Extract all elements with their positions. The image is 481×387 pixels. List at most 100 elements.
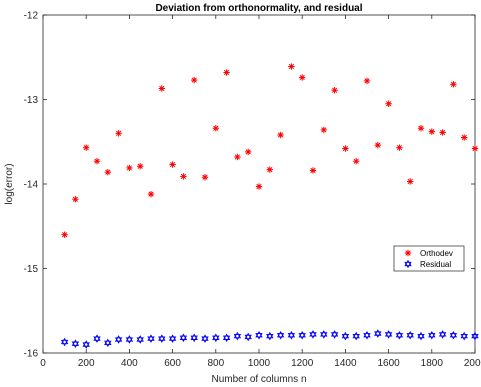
data-point	[471, 331, 479, 341]
data-point	[309, 167, 317, 174]
series-layer	[60, 63, 479, 349]
data-point	[266, 331, 274, 341]
data-point	[83, 144, 90, 151]
data-point	[61, 231, 68, 238]
x-axis: 0 200 400 600 800 1000 1200 1400 1600 1800 2000	[40, 15, 481, 369]
data-point	[201, 334, 209, 343]
data-point	[342, 145, 349, 152]
y-tick-label: -16	[24, 349, 39, 360]
data-point	[471, 145, 479, 152]
data-point	[104, 168, 111, 176]
data-point	[71, 339, 80, 349]
data-point	[233, 331, 242, 341]
data-point	[287, 330, 296, 340]
data-point	[363, 330, 371, 340]
data-point	[406, 330, 414, 340]
data-point	[179, 333, 188, 343]
x-tick-label: 1400	[334, 358, 357, 369]
data-point	[114, 335, 123, 344]
data-point	[158, 85, 165, 92]
data-point	[190, 333, 198, 343]
data-point	[93, 157, 101, 165]
data-point	[212, 333, 220, 343]
legend-label-orthodev: Orthodev	[420, 249, 453, 258]
x-tick-label: 0	[40, 358, 46, 369]
data-point	[331, 87, 338, 94]
data-point	[396, 144, 403, 151]
data-point	[276, 330, 285, 340]
legend-label-residual: Residual	[420, 260, 451, 269]
x-tick-label: 1800	[421, 358, 444, 369]
series-residual	[60, 329, 479, 349]
data-point	[60, 337, 69, 347]
data-point	[299, 74, 306, 81]
data-point	[104, 338, 112, 348]
data-point	[137, 163, 144, 170]
y-axis-label: log(error)	[4, 163, 15, 204]
data-point	[255, 183, 263, 190]
data-point	[115, 130, 122, 137]
data-point	[417, 125, 425, 132]
data-point	[395, 330, 404, 340]
y-tick-label: -12	[24, 11, 39, 22]
data-point	[158, 334, 166, 343]
data-point	[180, 173, 187, 180]
data-point	[222, 333, 231, 343]
legend-box	[393, 245, 465, 272]
data-point	[384, 330, 393, 339]
x-tick-label: 400	[121, 358, 138, 369]
legend: Orthodev Residual	[393, 245, 465, 272]
data-point	[374, 329, 382, 338]
x-axis-label: Number of columns n	[211, 374, 306, 385]
data-point	[298, 330, 306, 340]
data-point	[93, 334, 101, 343]
x-tick-label: 800	[207, 358, 224, 369]
data-point	[352, 331, 360, 341]
data-point	[147, 334, 155, 343]
data-point	[234, 153, 241, 161]
data-point	[255, 330, 263, 340]
x-tick-label: 1200	[291, 358, 314, 369]
data-point	[450, 81, 457, 88]
data-point	[266, 166, 273, 173]
data-point	[169, 161, 176, 168]
data-point	[147, 190, 155, 198]
data-point	[191, 76, 198, 84]
data-point	[385, 100, 392, 107]
data-point	[82, 340, 90, 349]
data-point	[449, 330, 458, 340]
data-point	[244, 332, 252, 342]
x-tick-label: 1000	[248, 358, 271, 369]
legend-marker-orthodev	[404, 249, 412, 257]
data-point	[168, 334, 177, 343]
data-point	[330, 330, 339, 339]
data-point	[136, 335, 144, 344]
x-tick-label: 2000	[464, 358, 481, 369]
data-point	[374, 141, 381, 149]
data-point	[428, 128, 435, 135]
data-point	[201, 174, 209, 181]
data-point	[245, 148, 252, 156]
data-point	[125, 335, 134, 344]
y-tick-label: -15	[24, 264, 39, 275]
data-point	[438, 330, 447, 339]
data-point	[439, 129, 446, 136]
data-point	[320, 330, 328, 339]
data-point	[460, 331, 468, 341]
series-orthodev	[61, 63, 479, 238]
data-point	[309, 330, 317, 339]
data-point	[212, 125, 219, 132]
data-point	[407, 178, 414, 185]
chart-title: Deviation from orthonormality, and resid…	[155, 3, 362, 14]
legend-marker-residual	[404, 259, 412, 269]
data-point	[353, 157, 360, 165]
data-point	[417, 331, 425, 341]
data-point	[341, 331, 350, 341]
y-tick-label: -14	[24, 180, 39, 191]
data-point	[223, 69, 230, 76]
data-point	[461, 134, 468, 141]
data-point	[288, 63, 295, 70]
y-axis: -16 -15 -14 -13 -12	[24, 11, 475, 360]
data-point	[428, 330, 436, 340]
